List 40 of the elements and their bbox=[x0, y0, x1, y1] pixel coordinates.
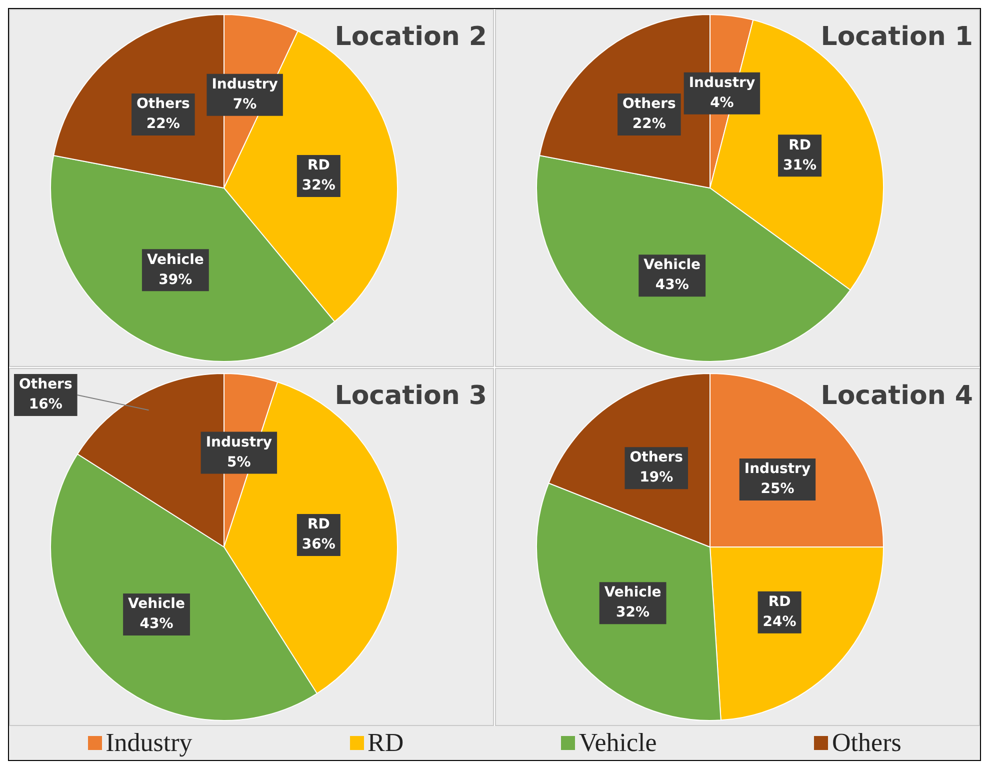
data-label: 24% bbox=[762, 614, 796, 630]
data-label: 31% bbox=[783, 157, 817, 174]
data-label: 7% bbox=[232, 96, 257, 113]
legend-label: Industry bbox=[106, 728, 192, 758]
data-label: 22% bbox=[146, 116, 180, 132]
slice-label: RD bbox=[307, 516, 330, 533]
slice-label: Industry bbox=[212, 76, 278, 93]
legend-label: Others bbox=[832, 728, 902, 758]
slice-label: Vehicle bbox=[644, 257, 701, 274]
slice-label: Vehicle bbox=[128, 596, 185, 612]
data-label: 36% bbox=[302, 536, 336, 553]
data-label: 19% bbox=[640, 470, 674, 486]
slice-label: RD bbox=[307, 158, 330, 174]
data-label: 22% bbox=[632, 116, 666, 132]
data-label: 43% bbox=[140, 616, 174, 632]
chart-title: Location 3 bbox=[334, 381, 487, 411]
data-label: 5% bbox=[227, 454, 251, 470]
chart-title: Location 4 bbox=[820, 381, 973, 411]
data-label: 39% bbox=[158, 272, 192, 288]
slice-label: RD bbox=[768, 594, 791, 610]
slice-label: Industry bbox=[688, 74, 756, 91]
slice-label: Others bbox=[622, 96, 676, 112]
data-label: 25% bbox=[760, 481, 794, 498]
data-label: 32% bbox=[302, 178, 336, 194]
slice-label: Industry bbox=[744, 461, 811, 478]
slice-label: Others bbox=[136, 96, 190, 112]
chart-title: Location 1 bbox=[820, 22, 973, 52]
data-label: 43% bbox=[655, 277, 689, 294]
slice-label: Vehicle bbox=[146, 252, 204, 268]
slice-label: Others bbox=[19, 376, 72, 393]
chart-title: Location 2 bbox=[334, 22, 487, 52]
legend-label: Vehicle bbox=[578, 728, 657, 758]
data-label: 16% bbox=[28, 396, 62, 413]
data-label: 4% bbox=[710, 94, 734, 111]
slice-label: Industry bbox=[206, 434, 272, 450]
slice-label: Others bbox=[630, 450, 684, 466]
legend-label: RD bbox=[368, 728, 404, 758]
slice-label: RD bbox=[788, 137, 811, 154]
slice-label: Vehicle bbox=[604, 584, 662, 601]
data-label: 32% bbox=[616, 604, 650, 621]
